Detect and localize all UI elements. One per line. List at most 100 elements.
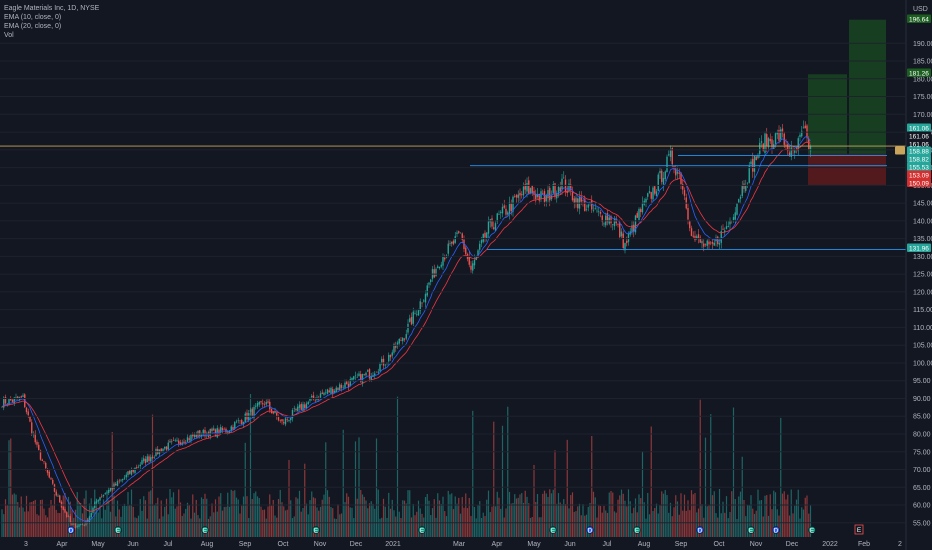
volume-bar <box>15 494 17 537</box>
candle-body <box>773 144 775 149</box>
candle-body <box>454 236 456 243</box>
candle-body <box>703 243 705 247</box>
candle-body <box>633 224 635 232</box>
price-label-tag <box>907 146 931 155</box>
candle-body <box>181 442 183 445</box>
volume-bar <box>778 515 780 537</box>
volume-bar <box>459 513 462 537</box>
volume-bar <box>538 517 540 537</box>
volume-bar <box>589 502 591 537</box>
candle-body <box>32 434 35 435</box>
candle-body <box>41 459 43 461</box>
volume-bar <box>122 506 124 537</box>
candle-body <box>337 387 339 391</box>
volume-bar <box>437 493 439 537</box>
volume-bar <box>78 502 80 537</box>
candle-body <box>801 130 803 137</box>
volume-bar <box>713 491 715 537</box>
candle-body <box>701 241 703 244</box>
candle-body <box>540 191 542 200</box>
candle-body <box>521 194 523 196</box>
volume-bar <box>727 518 729 537</box>
volume-bar <box>298 490 301 537</box>
volume-bar <box>690 490 693 537</box>
candle-body <box>55 491 57 496</box>
volume-bar <box>11 494 14 537</box>
volume-bar <box>171 497 173 537</box>
volume-bar <box>95 498 98 537</box>
candle-body <box>20 396 22 398</box>
volume-bar <box>617 499 619 537</box>
candle-body <box>465 247 467 255</box>
candle-body <box>416 314 418 315</box>
candle-body <box>757 155 759 159</box>
volume-bar <box>265 518 267 537</box>
volume-bar <box>129 505 131 537</box>
candle-body <box>328 390 330 393</box>
volume-bar <box>4 499 7 537</box>
volume-bar <box>785 499 787 537</box>
volume-bar <box>251 498 253 537</box>
candle-body <box>557 186 560 195</box>
candle-body <box>69 516 71 523</box>
volume-bar <box>32 500 35 537</box>
candle-body <box>619 222 621 238</box>
volume-bar <box>687 500 689 537</box>
volume-bar <box>472 410 474 537</box>
candle-body <box>622 233 624 248</box>
time-tick-label: Jul <box>603 541 612 548</box>
candle-body <box>36 441 38 445</box>
candle-body <box>650 192 652 199</box>
candle-body <box>379 363 381 372</box>
price-tick-label: 180.00 <box>913 76 932 83</box>
candle-body <box>790 147 792 157</box>
volume-bar <box>290 500 292 537</box>
volume-bar <box>192 494 194 537</box>
volume-bar <box>780 417 782 537</box>
volume-bar <box>190 518 192 537</box>
candle-body <box>433 269 435 278</box>
volume-bar <box>421 513 423 537</box>
volume-bar <box>545 493 547 537</box>
candle-body <box>150 457 152 462</box>
price-tick-label: 60.00 <box>913 503 931 510</box>
volume-bar <box>659 505 661 537</box>
candle-body <box>309 398 311 401</box>
volume-bar <box>792 513 794 537</box>
volume-bar <box>304 463 306 537</box>
candle-body <box>311 395 313 398</box>
candle-body <box>108 489 110 493</box>
volume-bar <box>468 497 470 537</box>
volume-bar <box>386 517 388 537</box>
volume-bar <box>365 500 367 537</box>
volume-bar <box>381 517 383 537</box>
candle-body <box>533 191 535 195</box>
candle-body <box>393 343 395 353</box>
volume-bar <box>790 489 792 537</box>
volume-bar <box>139 499 141 537</box>
volume-bar <box>239 513 241 537</box>
volume-bar <box>514 494 516 537</box>
candle-body <box>90 513 92 517</box>
price-label-text: 161.06 <box>909 125 929 132</box>
volume-bar <box>531 516 533 537</box>
volume-bar <box>167 514 169 537</box>
candle-body <box>480 240 483 244</box>
volume-bar <box>486 499 488 537</box>
candle-body <box>692 235 694 237</box>
candle-body <box>676 171 679 174</box>
volume-bar <box>496 491 498 537</box>
candle-body <box>463 239 465 250</box>
candle-body <box>45 462 47 469</box>
candle-body <box>277 417 280 421</box>
volume-bar <box>330 506 332 537</box>
candle-body <box>34 432 36 443</box>
candle-body <box>461 233 463 240</box>
candle-body <box>655 191 658 196</box>
earnings-marker <box>808 526 816 534</box>
dividend-marker <box>586 526 594 534</box>
candle-body <box>421 302 423 304</box>
candle-body <box>22 395 24 397</box>
volume-bar <box>626 506 628 537</box>
